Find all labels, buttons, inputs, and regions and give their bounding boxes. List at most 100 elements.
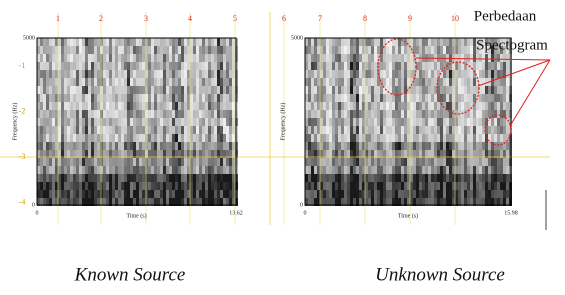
spectrogram-cell (467, 54, 470, 62)
spectrogram-cell (380, 102, 383, 110)
spectrogram-cell (190, 86, 193, 94)
spectrogram-cell (422, 86, 425, 94)
spectrogram-cell (347, 118, 350, 126)
spectrogram-cell (476, 190, 479, 198)
spectrogram-cell (145, 166, 148, 174)
spectrogram-cell (112, 134, 115, 142)
spectrogram-cell (112, 182, 115, 190)
spectrogram-cell (371, 110, 374, 118)
spectrogram-cell (395, 86, 398, 94)
spectrogram-cell (353, 46, 356, 54)
spectrogram-cell (139, 46, 142, 54)
spectrogram-cell (500, 158, 503, 166)
spectrogram-cell (67, 166, 70, 174)
spectrogram-cell (172, 102, 175, 110)
spectrogram-cell (61, 134, 64, 142)
spectrogram-cell (404, 126, 407, 134)
spectrogram-cell (91, 78, 94, 86)
spectrogram-cell (419, 134, 422, 142)
spectrogram-cell (52, 174, 55, 182)
spectrogram-cell (389, 86, 392, 94)
spectrogram-cell (136, 110, 139, 118)
spectrogram-cell (464, 102, 467, 110)
spectrogram-cell (320, 190, 323, 198)
spectrogram-cell (473, 110, 476, 118)
spectrogram-cell (55, 62, 58, 70)
spectrogram-cell (151, 94, 154, 102)
spectrogram-cell (151, 70, 154, 78)
spectrogram-cell (431, 174, 434, 182)
spectrogram-cell (398, 102, 401, 110)
spectrogram-cell (452, 102, 455, 110)
spectrogram-cell (208, 182, 211, 190)
spectrogram-cell (383, 134, 386, 142)
spectrogram-cell (211, 126, 214, 134)
spectrogram-cell (85, 62, 88, 70)
spectrogram-cell (359, 118, 362, 126)
spectrogram-cell (196, 158, 199, 166)
spectrogram-cell (106, 94, 109, 102)
spectrogram-cell (404, 46, 407, 54)
spectrogram-cell (55, 54, 58, 62)
spectrogram-cell (494, 110, 497, 118)
spectrogram-cell (181, 110, 184, 118)
spectrogram-cell (64, 38, 67, 46)
spectrogram-cell (187, 110, 190, 118)
spectrogram-cell (347, 190, 350, 198)
spectrogram-cell (97, 94, 100, 102)
spectrogram-cell (145, 142, 148, 150)
spectrogram-cell (118, 54, 121, 62)
spectrogram-cell (497, 126, 500, 134)
spectrogram-cell (404, 62, 407, 70)
spectrogram-cell (341, 86, 344, 94)
spectrogram-cell (70, 54, 73, 62)
spectrogram-cell (395, 54, 398, 62)
spectrogram-cell (323, 190, 326, 198)
spectrogram-cell (223, 102, 226, 110)
spectrogram-cell (199, 118, 202, 126)
spectrogram-cell (461, 134, 464, 142)
spectrogram-cell (341, 78, 344, 86)
spectrogram (37, 38, 238, 206)
spectrogram-cell (55, 118, 58, 126)
spectrogram-cell (64, 166, 67, 174)
spectrogram-cell (377, 158, 380, 166)
spectrogram-cell (428, 86, 431, 94)
top-mark: 6 (282, 14, 286, 23)
spectrogram-cell (178, 38, 181, 46)
spectrogram-cell (506, 190, 509, 198)
spectrogram-cell (452, 142, 455, 150)
spectrogram-cell (160, 86, 163, 94)
spectrogram-cell (452, 78, 455, 86)
spectrogram-cell (317, 118, 320, 126)
spectrogram-cell (350, 78, 353, 86)
spectrogram-cell (184, 134, 187, 142)
spectrogram-cell (497, 190, 500, 198)
spectrogram-cell (133, 62, 136, 70)
spectrogram-cell (73, 126, 76, 134)
spectrogram-cell (470, 182, 473, 190)
spectrogram-cell (392, 166, 395, 174)
spectrogram-cell (392, 70, 395, 78)
spectrogram-cell (178, 174, 181, 182)
spectrogram-cell (377, 110, 380, 118)
spectrogram-cell (205, 182, 208, 190)
spectrogram-cell (335, 70, 338, 78)
spectrogram-cell (326, 102, 329, 110)
spectrogram-cell (193, 126, 196, 134)
spectrogram-cell (43, 62, 46, 70)
spectrogram-cell (208, 190, 211, 198)
spectrogram-cell (359, 62, 362, 70)
spectrogram-cell (470, 38, 473, 46)
spectrogram-cell (205, 158, 208, 166)
spectrogram-cell (79, 166, 82, 174)
spectrogram-cell (314, 182, 317, 190)
spectrogram-cell (467, 166, 470, 174)
spectrogram-cell (223, 134, 226, 142)
spectrogram-cell (320, 94, 323, 102)
spectrogram-cell (82, 102, 85, 110)
spectrogram-cell (58, 62, 61, 70)
spectrogram-cell (449, 126, 452, 134)
spectrogram-cell (335, 190, 338, 198)
spectrogram-cell (350, 142, 353, 150)
